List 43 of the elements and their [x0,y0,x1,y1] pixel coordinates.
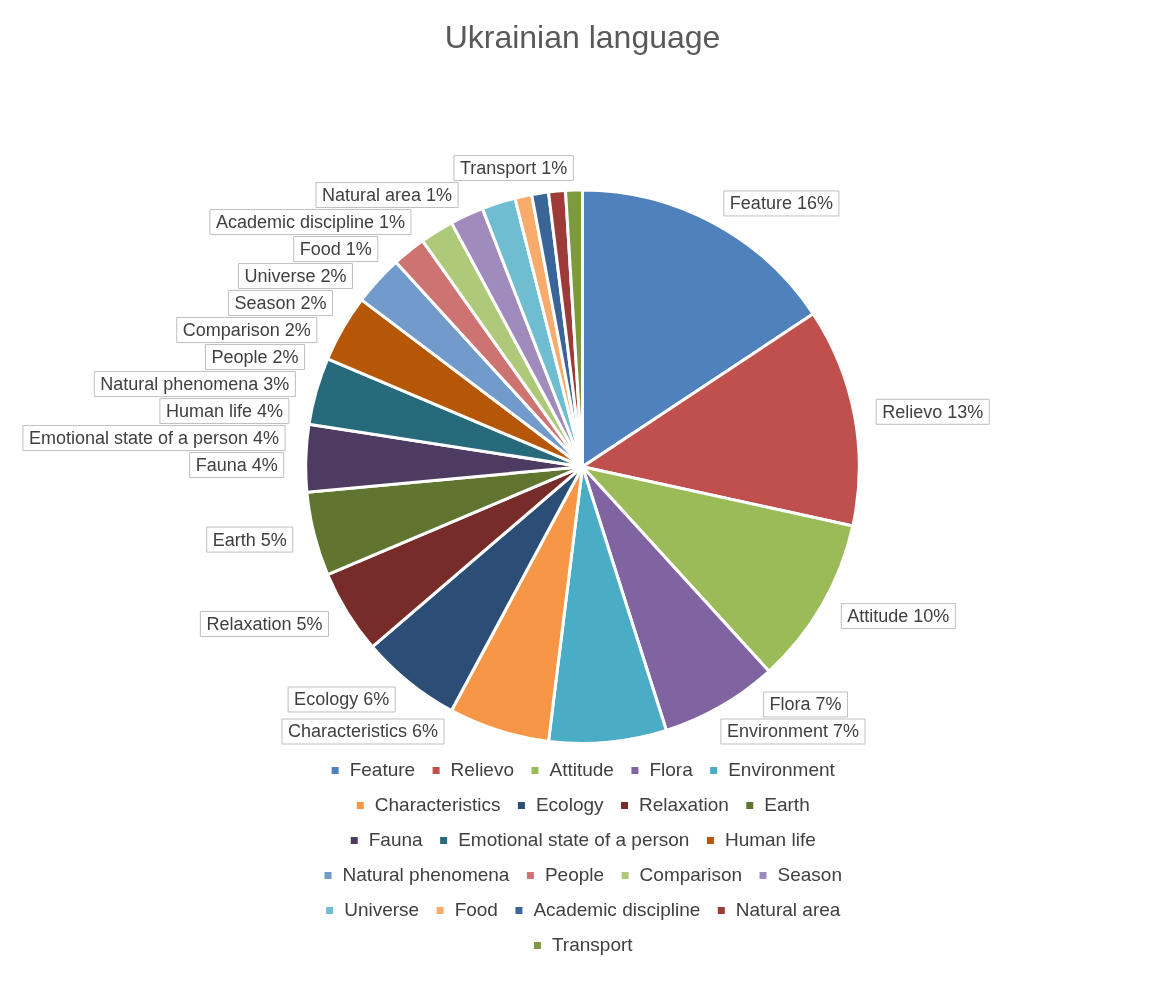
legend-label: Flora [649,758,694,780]
legend-label: Season [777,863,842,885]
category-label: Relievo 13% [882,401,984,422]
category-label: Flora 7% [769,694,842,715]
legend-label: Natural phenomena [342,863,510,885]
legend-label: Ecology [535,793,605,815]
category-label: Season 2% [234,293,327,314]
legend-label: Emotional state of a person [458,828,690,850]
legend-label: Relievo [450,758,514,780]
legend-label: Universe [344,898,420,920]
legend-label: Feature [349,758,416,780]
category-label: Earth 5% [212,529,287,550]
category-label: Transport 1% [459,158,568,179]
legend-label: Transport [551,933,634,955]
category-label: Environment 7% [726,721,860,742]
category-label: Attitude 10% [847,606,950,627]
category-label: Ecology 6% [294,689,390,710]
legend-label: Food [454,898,498,920]
category-label: Academic discipline 1% [215,212,405,233]
category-label: Human life 4% [165,401,283,422]
legend-label: Human life [724,828,816,850]
category-label: Relaxation 5% [206,613,323,634]
category-label: Natural area 1% [322,185,453,206]
legend-label: Natural area [735,898,841,920]
legend-label: Characteristics [374,793,501,815]
legend-label: Academic discipline [533,898,701,920]
legend-label: Earth [764,793,810,815]
category-label: Characteristics 6% [288,721,439,742]
legend-label: Relaxation [639,793,729,815]
category-label: Feature 16% [729,193,833,214]
chart-title: Ukrainian language [444,19,721,56]
category-label: Comparison 2% [182,320,311,341]
category-label: Natural phenomena 3% [100,374,290,395]
category-label: Emotional state of a person 4% [28,428,280,449]
category-label: Universe 2% [244,266,347,287]
category-label: Fauna 4% [195,455,278,476]
category-label: People 2% [211,347,299,368]
legend-label: Fauna [368,828,424,850]
legend-label: People [544,863,605,885]
category-label: Food 1% [299,239,372,260]
legend-label: Comparison [639,863,743,885]
legend-label: Attitude [549,758,614,780]
legend-label: Environment [728,758,836,780]
